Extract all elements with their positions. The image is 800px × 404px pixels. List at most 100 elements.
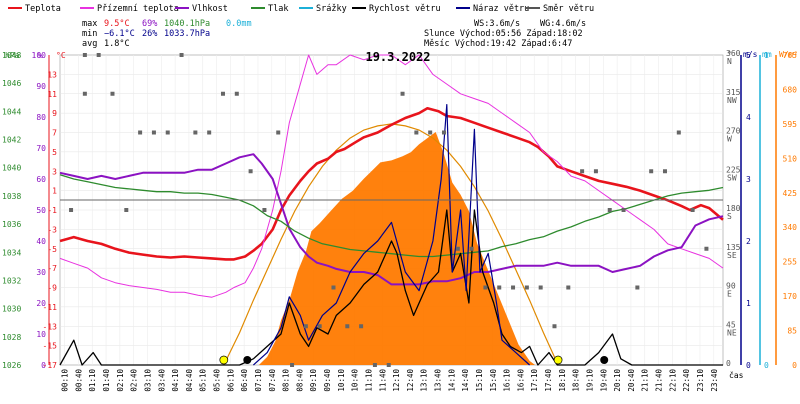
stat-moon: Měsíc Východ:19:42 Západ:6:47: [424, 39, 572, 49]
tick-time: 05:40: [213, 369, 222, 392]
tick-time: 04:10: [171, 369, 180, 392]
tick-time: 22:10: [668, 369, 677, 392]
tick-wind-direction-label: S: [727, 212, 732, 221]
stat-avg-temp: 1.8°C: [104, 39, 130, 49]
wind-direction-point: [690, 208, 695, 212]
tick-time: 06:10: [226, 369, 235, 392]
legend: Teplota Přízemní teplota Vlhkost Tlak Srážky…: [8, 4, 594, 14]
tick-time: 12:10: [392, 369, 401, 392]
legend-label: Přízemní teplota: [97, 4, 179, 14]
stat-max-rain: 0.0mm: [226, 19, 252, 29]
moonset-marker: [243, 356, 252, 364]
stat-min-press: 1033.7hPa: [164, 29, 210, 39]
wind-direction-point: [290, 363, 295, 367]
tick-time: 20:40: [627, 369, 636, 392]
tick-wind-speed: 2: [746, 237, 751, 246]
stat-max-label: max: [82, 19, 97, 29]
tick-time: 13:40: [434, 369, 443, 392]
stats-block: max 9.5°C 69% 1040.1hPa 0.0mm min −6.1°C…: [82, 19, 586, 49]
tick-time: 22:40: [682, 369, 691, 392]
tick-temperature: -5: [47, 245, 57, 254]
tick-temperature: -9: [47, 284, 57, 293]
wind-direction-point: [207, 130, 212, 135]
legend-label: Směr větru: [543, 4, 594, 14]
tick-time: 00:40: [74, 369, 83, 392]
wind-direction-point: [82, 91, 87, 96]
tick-time: 01:40: [102, 369, 111, 392]
wind-direction-point: [704, 246, 709, 251]
wind-direction-point: [110, 91, 115, 96]
tick-time: 21:40: [655, 369, 664, 392]
tick-humidity: 10: [36, 330, 46, 339]
tick-time: 04:40: [185, 369, 194, 392]
sunset-marker: [553, 355, 563, 365]
series-line: [59, 153, 724, 286]
tick-solar: 85: [787, 327, 797, 336]
tick-temperature: 13: [47, 70, 57, 79]
tick-wind-direction-label: E: [727, 290, 732, 299]
tick-wind-direction: 225: [726, 165, 741, 174]
wind-direction-point: [580, 169, 585, 174]
stat-min-temp: −6.1°C: [104, 29, 135, 39]
tick-time: 02:40: [130, 369, 139, 392]
tick-time: 10:40: [351, 369, 360, 392]
tick-time: 01:10: [88, 369, 97, 392]
tick-time: 18:10: [558, 369, 567, 392]
wind-direction-point: [82, 53, 87, 57]
wind-direction-point: [331, 285, 336, 290]
wind-direction-point: [441, 130, 446, 135]
tick-wind-speed: 5: [746, 51, 751, 60]
legend-label: Tlak: [268, 4, 288, 14]
tick-time: 06:40: [240, 369, 249, 392]
y-axes: 1026102810301032103410361038104010421044…: [2, 49, 797, 370]
tick-pressure: 1046: [2, 79, 21, 88]
moonrise-marker: [600, 356, 609, 364]
tick-wind-direction: 270: [726, 127, 741, 136]
wind-direction-point: [386, 363, 391, 367]
tick-time: 07:10: [254, 369, 263, 392]
tick-solar: 510: [783, 154, 798, 163]
tick-time: 07:40: [268, 369, 277, 392]
tick-solar: 425: [783, 189, 798, 198]
stat-min-hum: 26%: [142, 29, 157, 39]
tick-pressure: 1032: [2, 276, 21, 285]
stat-sun: Slunce Východ:05:56 Západ:18:02: [424, 29, 583, 39]
wind-direction-point: [96, 53, 101, 57]
wind-direction-point: [511, 285, 516, 290]
tick-temperature: 11: [47, 90, 57, 99]
tick-wind-speed: 0: [746, 361, 751, 370]
tick-time: 08:40: [295, 369, 304, 392]
unit-mm: mm: [762, 50, 772, 59]
wind-direction-point: [649, 169, 654, 174]
wind-direction-point: [662, 169, 667, 174]
tick-time: 14:10: [447, 369, 456, 392]
wind-direction-point: [593, 169, 598, 174]
tick-temperature: -3: [47, 225, 57, 234]
tick-humidity: 50: [36, 206, 46, 215]
wind-direction-point: [138, 130, 143, 135]
legend-label: Srážky: [316, 4, 347, 14]
stat-avg-label: avg: [82, 39, 97, 49]
wind-direction-point: [345, 324, 350, 329]
wind-direction-point: [635, 285, 640, 290]
tick-rain: 1: [764, 51, 769, 60]
tick-pressure: 1042: [2, 136, 21, 145]
tick-rain: 0: [764, 361, 769, 370]
tick-time: 05:10: [199, 369, 208, 392]
wind-direction-point: [538, 285, 543, 290]
tick-humidity: 80: [36, 113, 46, 122]
wind-direction-point: [469, 246, 474, 251]
tick-solar: 255: [783, 258, 798, 267]
wind-direction-point: [69, 208, 74, 212]
unit-deg: °: [727, 50, 732, 59]
series-lines: [59, 54, 724, 366]
tick-pressure: 1034: [2, 248, 21, 257]
tick-temperature: 9: [52, 109, 57, 118]
tick-time: 18:40: [572, 369, 581, 392]
wind-direction-point: [220, 91, 225, 96]
wind-direction-point: [151, 130, 156, 135]
tick-time: 03:40: [157, 369, 166, 392]
tick-pressure: 1030: [2, 305, 21, 314]
tick-wind-speed: 3: [746, 175, 751, 184]
tick-pressure: 1044: [2, 107, 21, 116]
